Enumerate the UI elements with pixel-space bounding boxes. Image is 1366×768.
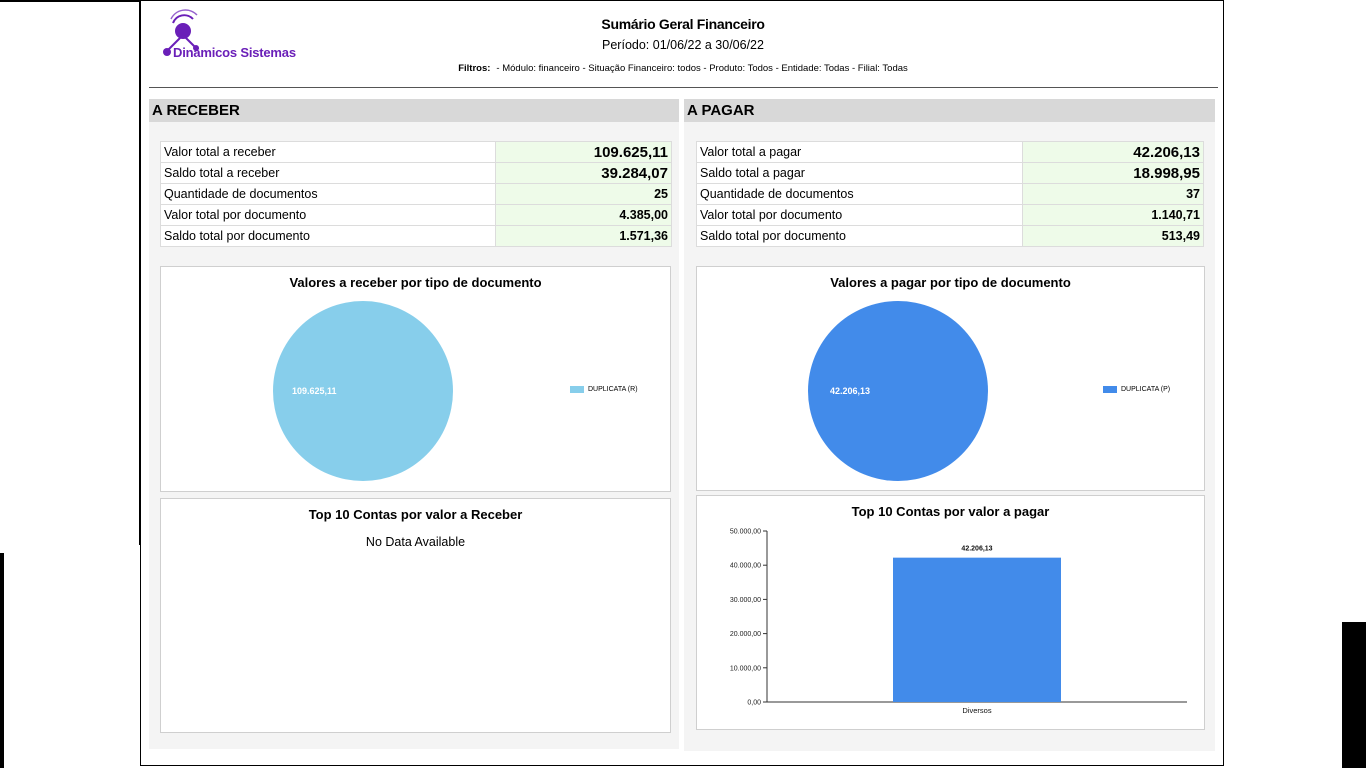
row-value: 18.998,95 — [1022, 162, 1204, 184]
table-row: Quantidade de documentos 25 — [160, 183, 672, 205]
section-heading: A PAGAR — [684, 99, 1215, 122]
receivable-pie-panel: Valores a receber por tipo de documento … — [160, 266, 671, 492]
top10-title: Top 10 Contas por valor a Receber — [308, 507, 523, 522]
payable-top10-panel: Top 10 Contas por valor a pagar 0,00 10.0… — [696, 495, 1205, 730]
table-row: Valor total a pagar 42.206,13 — [696, 141, 1204, 163]
pie-data-label: 109.625,11 — [292, 386, 337, 396]
pie-slice — [273, 301, 453, 481]
logo-mark-icon — [163, 9, 199, 56]
report-filters: Filtros: - Módulo: financeiro - Situação … — [141, 63, 1225, 74]
row-label: Valor total por documento — [696, 204, 1023, 226]
payable-summary-table: Valor total a pagar 42.206,13 Saldo tota… — [696, 141, 1204, 247]
y-tick-label: 30.000,00 — [730, 597, 761, 604]
row-value: 39.284,07 — [495, 162, 672, 184]
edge-block — [1342, 622, 1366, 768]
table-row: Saldo total por documento 513,49 — [696, 225, 1204, 247]
row-label: Saldo total por documento — [160, 225, 496, 247]
row-value: 42.206,13 — [1022, 141, 1204, 163]
row-value: 37 — [1022, 183, 1204, 205]
filters-text: - Módulo: financeiro - Situação Financei… — [496, 63, 908, 74]
row-value: 4.385,00 — [495, 204, 672, 226]
report-period: Período: 01/06/22 a 30/06/22 — [602, 38, 764, 52]
row-label: Quantidade de documentos — [160, 183, 496, 205]
row-label: Valor total a pagar — [696, 141, 1023, 163]
y-tick-label: 20.000,00 — [730, 631, 761, 638]
logo-text: Dinâmicos Sistemas — [173, 45, 296, 60]
row-value: 1.140,71 — [1022, 204, 1204, 226]
x-category-label: Diversos — [962, 706, 991, 715]
row-label: Saldo total a pagar — [696, 162, 1023, 184]
bar-value-label: 42.206,13 — [961, 546, 992, 553]
table-row: Saldo total a receber 39.284,07 — [160, 162, 672, 184]
y-tick-label: 10.000,00 — [730, 665, 761, 672]
y-tick-label: 0,00 — [747, 700, 761, 707]
legend-swatch — [1103, 386, 1117, 393]
report-header: Dinâmicos Sistemas Sumário Geral Finance… — [141, 1, 1225, 87]
row-label: Quantidade de documentos — [696, 183, 1023, 205]
row-value: 1.571,36 — [495, 225, 672, 247]
row-value: 25 — [495, 183, 672, 205]
legend-label: DUPLICATA (R) — [588, 386, 638, 393]
receivable-summary-table: Valor total a receber 109.625,11 Saldo t… — [160, 141, 672, 247]
pie-title: Valores a receber por tipo de documento — [289, 275, 542, 290]
legend-swatch — [570, 386, 584, 393]
pie-title: Valores a pagar por tipo de documento — [830, 275, 1071, 290]
edge-line — [0, 553, 4, 768]
row-label: Saldo total a receber — [160, 162, 496, 184]
section-heading: A RECEBER — [149, 99, 679, 122]
legend-label: DUPLICATA (P) — [1121, 386, 1171, 393]
report-title: Sumário Geral Financeiro — [601, 16, 765, 32]
y-tick-label: 50.000,00 — [730, 529, 761, 536]
row-label: Saldo total por documento — [696, 225, 1023, 247]
payable-section: A PAGAR Valor total a pagar 42.206,13 Sa… — [684, 99, 1215, 751]
pie-slice — [808, 301, 988, 481]
pie-data-label: 42.206,13 — [830, 386, 871, 396]
payable-pie-panel: Valores a pagar por tipo de documento 42… — [696, 266, 1205, 491]
receivable-section: A RECEBER Valor total a receber 109.625,… — [149, 99, 679, 749]
row-label: Valor total por documento — [160, 204, 496, 226]
report-page: Dinâmicos Sistemas Sumário Geral Finance… — [140, 0, 1224, 766]
table-row: Quantidade de documentos 37 — [696, 183, 1204, 205]
bar — [893, 557, 1061, 702]
row-value: 109.625,11 — [495, 141, 672, 163]
filters-label: Filtros: — [458, 63, 491, 74]
row-value: 513,49 — [1022, 225, 1204, 247]
top10-title: Top 10 Contas por valor a pagar — [851, 504, 1050, 519]
top10-bar-chart: 0,00 10.000,00 20.000,00 30.000,00 40.000,00… — [730, 529, 1187, 715]
table-row: Valor total por documento 4.385,00 — [160, 204, 672, 226]
header-divider — [149, 87, 1218, 88]
y-tick-label: 40.000,00 — [730, 563, 761, 570]
table-row: Saldo total a pagar 18.998,95 — [696, 162, 1204, 184]
row-label: Valor total a receber — [160, 141, 496, 163]
pie-legend: DUPLICATA (R) — [570, 386, 638, 393]
pie-legend: DUPLICATA (P) — [1103, 386, 1170, 393]
company-logo: Dinâmicos Sistemas — [159, 9, 319, 60]
table-row: Valor total por documento 1.140,71 — [696, 204, 1204, 226]
receivable-top10-panel: Top 10 Contas por valor a Receber No Dat… — [160, 498, 671, 733]
table-row: Saldo total por documento 1.571,36 — [160, 225, 672, 247]
table-row: Valor total a receber 109.625,11 — [160, 141, 672, 163]
edge-line — [0, 0, 140, 2]
no-data-message: No Data Available — [365, 535, 466, 549]
